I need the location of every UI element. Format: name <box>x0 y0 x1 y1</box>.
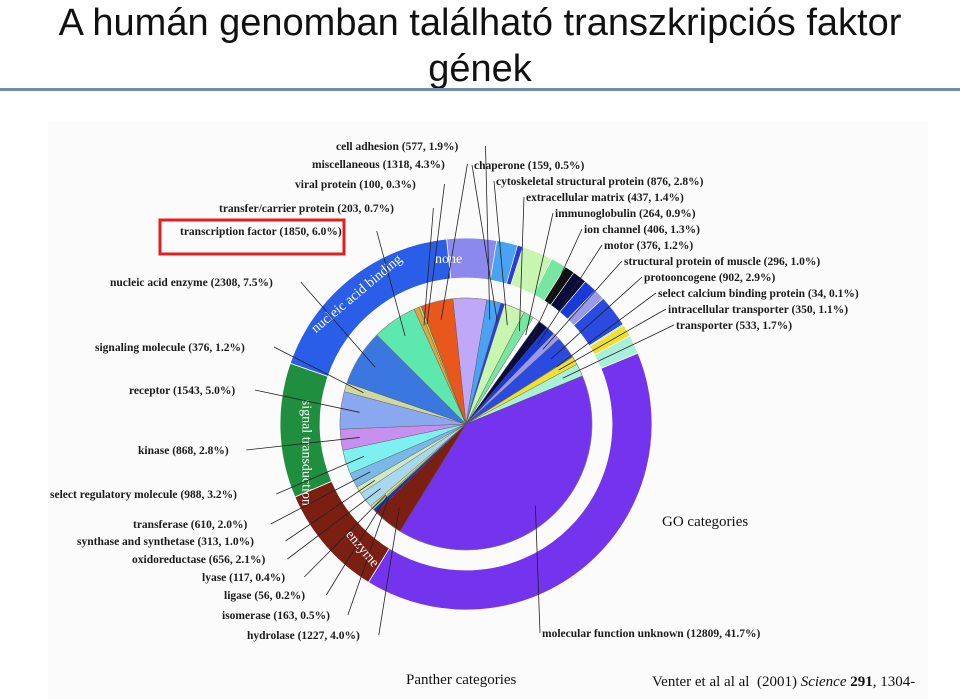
slice-label-cytoskeletal-structural-protein: cytoskeletal structural protein (876, 2.… <box>496 176 704 188</box>
leader-line-viral-protein <box>426 183 445 325</box>
leader-line-transcription-factor <box>376 230 406 337</box>
leader-line-immunoglobulin <box>525 212 554 336</box>
slice-label-ligase: ligase (56, 0.2%) <box>224 590 305 602</box>
leader-line-cytoskeletal-structural-protein <box>493 180 508 326</box>
slice-label-kinase: kinase (868, 2.8%) <box>138 445 229 457</box>
pie-figure: nucleic acid binding none signal transduct… <box>48 122 928 699</box>
leader-line-protooncogene <box>550 276 643 360</box>
leader-line-intracellular-transporter <box>558 308 667 371</box>
leader-line-nucleic-acid-enzyme <box>300 281 376 368</box>
slice-label-hydrolase: hydrolase (1227, 4.0%) <box>247 630 360 642</box>
leader-line-cell-adhesion <box>485 145 491 320</box>
ring-segment-nucleic-acid-binding <box>289 238 452 377</box>
leader-line-select-calcium-binding-protein <box>556 292 657 368</box>
transcription-factor-highlight-box <box>158 218 346 256</box>
leader-line-ligase <box>325 496 388 596</box>
slice-label-immunoglobulin: immunoglobulin (264, 0.9%) <box>555 208 696 220</box>
slice-label-oxidoreductase: oxidoreductase (656, 2.1%) <box>132 554 265 566</box>
leader-line-extracellular-matrix <box>519 196 525 332</box>
leader-line-motor <box>537 244 603 345</box>
slice-label-synthase-and-synthetase: synthase and synthetase (313, 1.0%) <box>77 536 254 548</box>
leader-line-synthase-and-synthetase <box>285 480 376 542</box>
citation-authors: Venter et al al al <box>652 674 750 690</box>
leader-line-signaling-molecule <box>273 346 364 394</box>
citation-year: (2001) <box>756 674 797 690</box>
leader-line-chaperone <box>471 164 498 322</box>
ring-label-signal-transduction: signal transduction <box>299 400 314 506</box>
slice-label-lyase: lyase (117, 0.4%) <box>202 572 285 584</box>
leader-line-transporter <box>562 324 675 379</box>
leader-line-ion-channel <box>531 228 583 340</box>
slice-label-extracellular-matrix: extracellular matrix (437, 1.4%) <box>526 192 684 204</box>
slice-label-nucleic-acid-enzyme: nucleic acid enzyme (2308, 7.5%) <box>110 277 273 289</box>
slice-label-ion-channel: ion channel (406, 1.3%) <box>584 224 700 236</box>
leader-line-miscellaneous <box>440 163 468 320</box>
citation-volume: 291 <box>850 674 873 690</box>
ring-segment-molecular-function-unknown <box>367 352 653 611</box>
leader-line-kinase <box>246 437 360 451</box>
citation: Venter et al al al (2001) Science 291, 1… <box>652 674 915 691</box>
slice-label-isomerase: isomerase (163, 0.5%) <box>222 610 330 622</box>
slice-label-intracellular-transporter: intracellular transporter (350, 1.1%) <box>668 304 848 316</box>
panther-categories-label: Panther categories <box>406 672 517 688</box>
slice-label-select-calcium-binding-protein: select calcium binding protein (34, 0.1%… <box>658 288 859 300</box>
leader-line-select-regulatory-molecule <box>276 455 365 495</box>
leader-line-molecular-function-unknown <box>534 505 541 634</box>
slice-label-viral-protein: viral protein (100, 0.3%) <box>295 179 416 191</box>
slice-label-signaling-molecule: signaling molecule (376, 1.2%) <box>95 342 245 354</box>
leader-line-transferase <box>270 471 371 525</box>
slice-label-transferase: transferase (610, 2.0%) <box>133 519 248 531</box>
leader-line-hydrolase <box>378 507 400 636</box>
go-categories-label: GO categories <box>662 514 748 530</box>
slice-label-transfer-carrier-protein: transfer/carrier protein (203, 0.7%) <box>219 203 394 215</box>
slide-title: A humán genomban található transzkripció… <box>0 0 960 92</box>
slice-label-molecular-function-unknown: molecular function unknown (12809, 41.7%… <box>542 628 760 640</box>
slice-label-receptor: receptor (1543, 5.0%) <box>129 385 235 397</box>
slide-title-line-2: gének <box>428 48 532 90</box>
slice-label-miscellaneous: miscellaneous (1318, 4.3%) <box>312 159 445 171</box>
leader-line-transfer-carrier-protein <box>423 207 434 326</box>
pie-outline <box>339 297 593 551</box>
slice-label-chaperone: chaperone (159, 0.5%) <box>474 160 584 172</box>
leader-line-lyase <box>304 494 386 578</box>
slice-label-transporter: transporter (533, 1.7%) <box>676 320 792 332</box>
leader-line-isomerase <box>347 497 389 616</box>
slice-label-select-regulatory-molecule: select regulatory molecule (988, 3.2%) <box>50 489 237 501</box>
leader-line-structural-protein-of-muscle <box>542 260 623 350</box>
ring-segment-transporter <box>594 335 639 369</box>
citation-pages: , 1304- <box>872 674 916 690</box>
slice-label-structural-protein-of-muscle: structural protein of muscle (296, 1.0%) <box>624 256 820 268</box>
citation-journal: Science <box>800 674 847 690</box>
leader-line-receptor <box>254 389 360 413</box>
ring-label-none: none <box>435 252 462 267</box>
slice-label-cell-adhesion: cell adhesion (577, 1.9%) <box>336 141 459 153</box>
slide-title-line-1: A humán genomban található transzkripció… <box>58 2 902 44</box>
slice-label-motor: motor (376, 1.2%) <box>604 240 693 252</box>
title-divider <box>0 88 960 91</box>
slice-label-protooncogene: protooncogene (902, 2.9%) <box>644 272 776 284</box>
leader-line-oxidoreductase <box>287 488 381 560</box>
slice-label-transcription-factor: transcription factor (1850, 6.0%) <box>180 226 342 238</box>
